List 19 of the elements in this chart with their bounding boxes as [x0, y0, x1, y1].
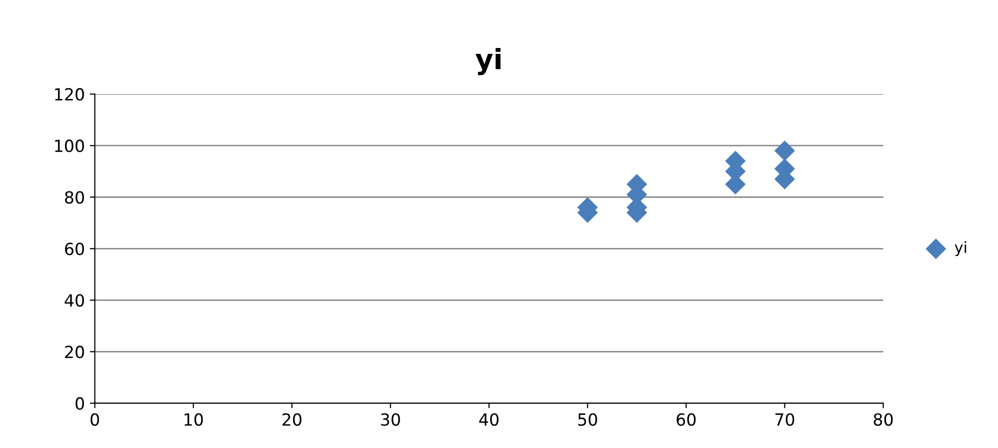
x-tick-label: 30 — [381, 413, 400, 426]
x-tick-label: 80 — [874, 413, 893, 426]
y-tick-label: 40 — [64, 294, 84, 307]
x-tick-label: 60 — [676, 413, 696, 426]
legend-label: yi — [954, 241, 966, 256]
x-tick-label: 50 — [578, 413, 598, 426]
y-tick-label: 80 — [65, 191, 84, 204]
y-tick-label: 60 — [65, 242, 84, 256]
y-tick-label: 0 — [76, 397, 84, 410]
x-tick-label: 40 — [479, 413, 499, 426]
x-tick-label: 0 — [90, 413, 100, 426]
y-tick-label: 120 — [55, 88, 84, 101]
y-tick-label: 20 — [65, 346, 84, 358]
point — [774, 140, 795, 162]
x-tick-label: 10 — [184, 413, 203, 426]
x-tick-label: 20 — [282, 413, 302, 426]
x-tick-label: 70 — [775, 413, 794, 426]
y-tick-label: 100 — [55, 140, 84, 152]
chart-title: yi — [476, 48, 500, 76]
